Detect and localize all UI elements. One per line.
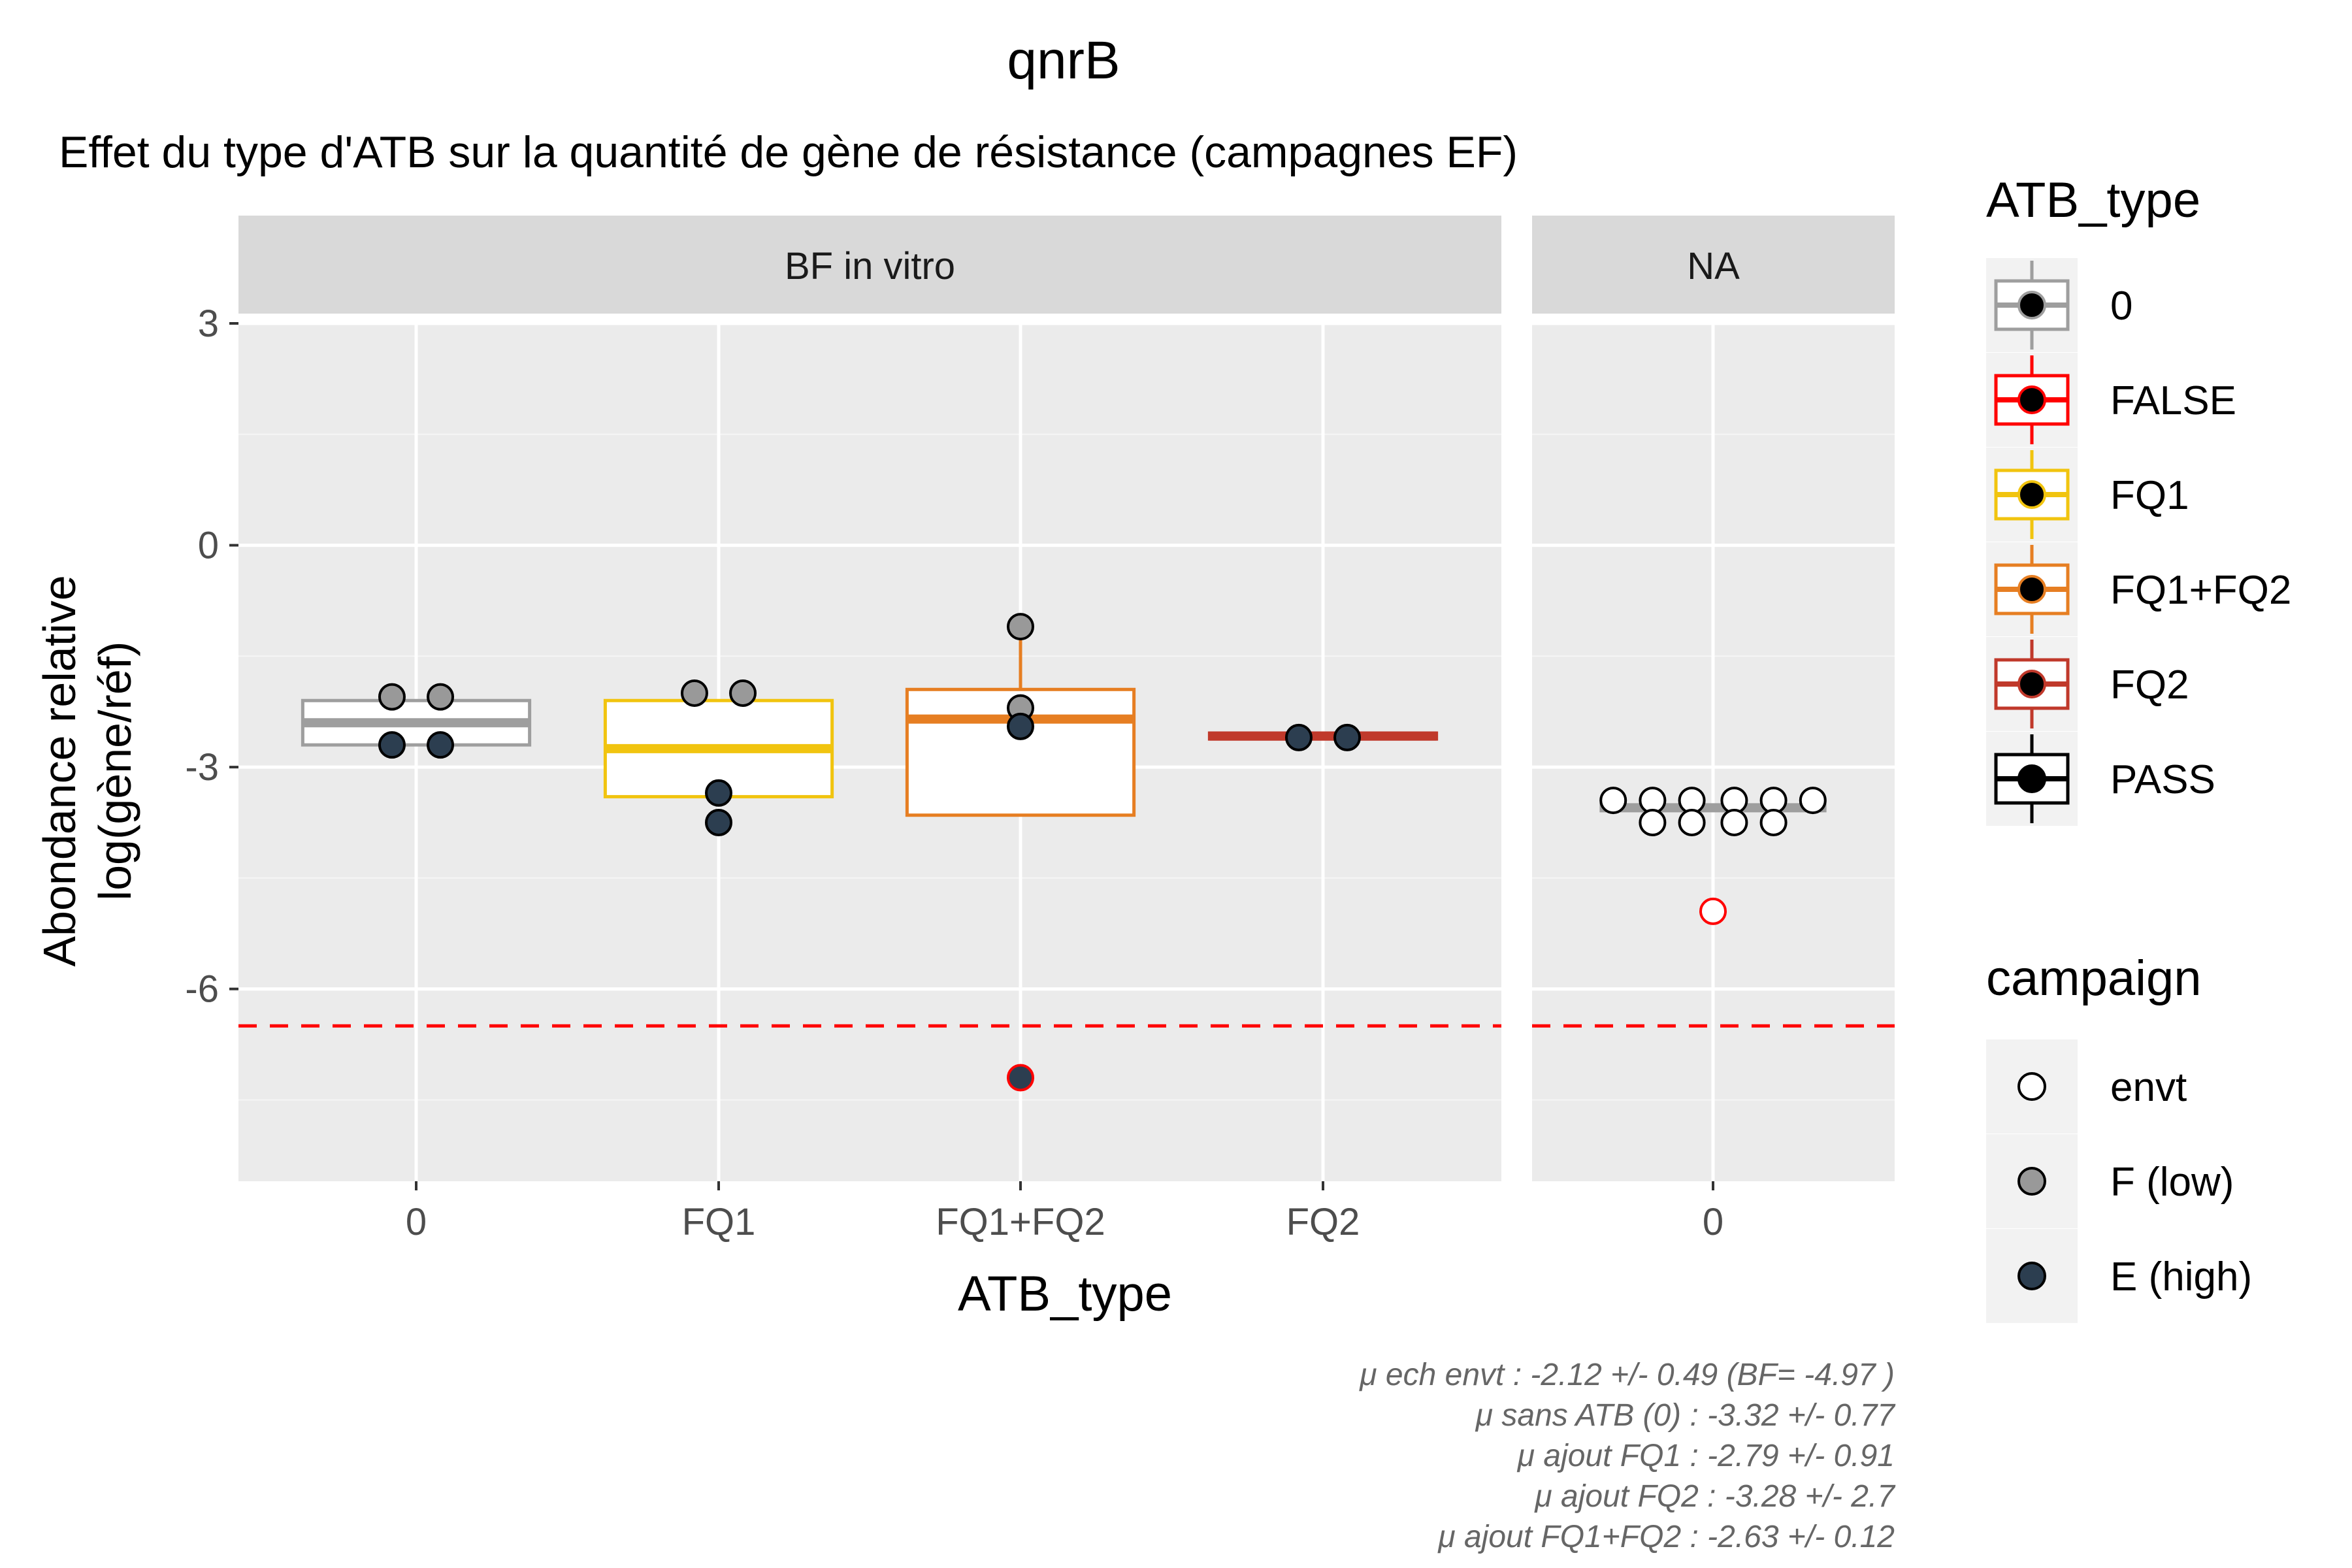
legend-campaign: campaign envt F (low) E (high): [1986, 951, 2252, 1323]
legend-atb-type: ATB_type 0 FALSE FQ1 FQ1+FQ2 FQ2 PASS: [1986, 172, 2291, 826]
data-point: [705, 779, 732, 807]
legend-label: FALSE: [2110, 378, 2236, 423]
chart-title: qnrB: [1007, 31, 1120, 90]
panels: BF in vitro 0 FQ1 FQ1+FQ2 FQ2 NA 0: [238, 216, 1895, 1243]
data-point: [1007, 712, 1034, 740]
strip-background: [238, 216, 1501, 314]
strip-background: [1532, 216, 1895, 314]
data-point: [1699, 897, 1727, 925]
legend-key-point: [2017, 575, 2046, 604]
data-point: [1284, 723, 1313, 751]
x-axis-title: ATB_type: [958, 1266, 1172, 1322]
y-tick-label: 0: [198, 525, 219, 567]
y-tick-label: 3: [198, 302, 219, 345]
data-point: [1759, 809, 1788, 837]
legend-item-PASS: PASS: [1986, 732, 2215, 826]
legend-label: envt: [2110, 1065, 2187, 1110]
legend-label: F (low): [2110, 1160, 2234, 1205]
legend-key-point: [2017, 480, 2046, 509]
legend-item-campaign: E (high): [1986, 1229, 2252, 1323]
y-axis-title-line2: log(gène/réf): [90, 642, 140, 901]
legend-item-FQ1: FQ1: [1986, 448, 2189, 542]
legend-item-FQ1+FQ2: FQ1+FQ2: [1986, 542, 2291, 636]
caption: μ ech envt : -2.12 +/- 0.49 (BF= -4.97 )…: [1358, 1358, 1896, 1554]
x-tick-label: 0: [1703, 1201, 1723, 1243]
y-axis: 3 0 -3 -6: [185, 302, 238, 1011]
legend-key-point: [2017, 1167, 2046, 1196]
legend-label: PASS: [2110, 757, 2215, 802]
caption-line: μ ech envt : -2.12 +/- 0.49 (BF= -4.97 ): [1358, 1358, 1895, 1392]
x-tick-label: FQ1: [682, 1201, 756, 1243]
data-point: [427, 683, 455, 711]
data-point: [427, 731, 455, 759]
legend-key-point: [2017, 1262, 2046, 1290]
x-tick-label: FQ2: [1286, 1201, 1360, 1243]
legend-key-point: [2017, 385, 2046, 414]
legend-key-point: [2017, 291, 2046, 319]
data-point: [378, 731, 406, 759]
legend-title: ATB_type: [1986, 172, 2200, 228]
legend-item-FALSE: FALSE: [1986, 353, 2236, 447]
data-point: [1007, 613, 1034, 641]
legend-label: 0: [2110, 284, 2132, 329]
y-axis-title-line1: Abondance relative: [34, 575, 85, 966]
box-FQ1+FQ2: [905, 630, 1136, 817]
legend-key-point: [2017, 1072, 2046, 1101]
legend-label: FQ1: [2110, 473, 2189, 518]
box-0: [301, 698, 532, 747]
legend-label: FQ2: [2110, 662, 2189, 708]
data-point: [1007, 1064, 1034, 1092]
box-FQ2: [1207, 731, 1439, 741]
data-point: [1639, 809, 1667, 837]
x-tick-label: FQ1+FQ2: [936, 1201, 1105, 1243]
box-body: [905, 687, 1136, 817]
panel-2: NA 0: [1532, 216, 1895, 1243]
legend-item-FQ2: FQ2: [1986, 637, 2189, 731]
legend-label: E (high): [2110, 1254, 2252, 1299]
legend-item-campaign: envt: [1986, 1039, 2187, 1134]
legend-key-point: [2017, 764, 2046, 793]
data-point: [1799, 787, 1827, 815]
data-point: [378, 683, 406, 711]
data-point: [729, 679, 757, 707]
legend-key-point: [2017, 670, 2046, 698]
strip-label: NA: [1687, 245, 1740, 287]
panel-background: [238, 323, 1501, 1181]
data-point: [705, 809, 732, 837]
caption-line: μ ajout FQ2 : -3.28 +/- 2.7: [1533, 1479, 1896, 1514]
caption-line: μ ajout FQ1+FQ2 : -2.63 +/- 0.12: [1437, 1520, 1895, 1554]
legend-label: FQ1+FQ2: [2110, 568, 2291, 613]
y-tick-label: -6: [185, 968, 219, 1011]
data-point: [1720, 809, 1748, 837]
caption-line: μ sans ATB (0) : -3.32 +/- 0.77: [1475, 1398, 1897, 1433]
data-point: [1333, 723, 1362, 751]
data-point: [1599, 787, 1627, 815]
data-point: [680, 679, 708, 707]
y-tick-label: -3: [185, 746, 219, 789]
legend-title: campaign: [1986, 951, 2202, 1006]
legend-item-campaign: F (low): [1986, 1134, 2234, 1228]
data-point: [1678, 809, 1706, 837]
legend-item-0: 0: [1986, 258, 2132, 352]
strip-label: BF in vitro: [785, 245, 955, 287]
caption-line: μ ajout FQ1 : -2.79 +/- 0.91: [1516, 1439, 1895, 1473]
chart-subtitle: Effet du type d'ATB sur la quantité de g…: [59, 127, 1518, 177]
panel-1: BF in vitro 0 FQ1 FQ1+FQ2 FQ2: [238, 216, 1501, 1243]
x-tick-label: 0: [406, 1201, 427, 1243]
